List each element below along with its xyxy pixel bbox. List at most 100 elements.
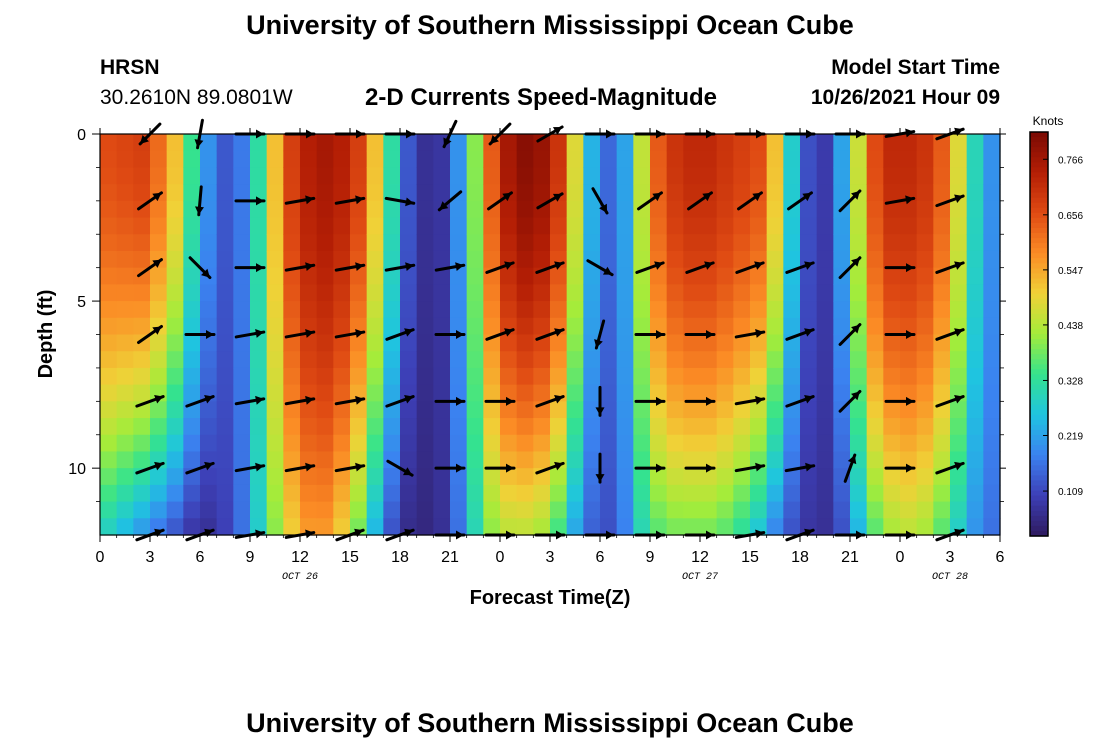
- heat-cell: [200, 484, 218, 503]
- heat-cell: [333, 367, 351, 386]
- heat-cell: [500, 217, 518, 235]
- heat-cell: [766, 267, 784, 285]
- heat-cell: [400, 267, 418, 285]
- heat-cell: [716, 418, 734, 436]
- colorbar-segment: [1030, 525, 1048, 532]
- heat-cell: [100, 150, 118, 169]
- heat-cell: [550, 351, 568, 369]
- heat-cell: [650, 334, 668, 352]
- heat-cell: [550, 150, 568, 169]
- current-arrow: [484, 463, 516, 473]
- heat-cell: [816, 384, 834, 402]
- heat-cell: [950, 367, 968, 386]
- current-arrow: [734, 462, 766, 473]
- colorbar-tick-label: 0.438: [1058, 321, 1083, 332]
- x-tick-label: 9: [246, 549, 255, 566]
- heat-cell: [916, 301, 934, 319]
- arrow-head: [456, 463, 464, 473]
- heat-cell: [200, 150, 218, 169]
- heat-cell: [850, 234, 868, 252]
- current-arrow: [595, 452, 605, 484]
- heat-cell: [800, 134, 818, 152]
- heat-cell: [250, 250, 268, 269]
- colorbar-segment: [1030, 207, 1048, 214]
- x-tick-label: 21: [441, 549, 459, 566]
- heat-cell: [383, 501, 401, 519]
- heat-cell: [800, 334, 818, 352]
- heat-cell: [683, 134, 701, 152]
- heat-cell: [283, 200, 301, 219]
- current-arrow: [884, 195, 916, 205]
- current-arrow: [188, 256, 212, 280]
- heat-cell: [983, 267, 1001, 285]
- heat-cell: [833, 351, 851, 369]
- heat-cell: [116, 184, 134, 202]
- colorbar-segment: [1030, 182, 1048, 189]
- heat-cell: [816, 200, 834, 219]
- heat-cell: [583, 351, 601, 369]
- current-arrow: [784, 462, 816, 473]
- heat-cell: [333, 301, 351, 319]
- arrow-head: [755, 329, 764, 338]
- colorbar-segment: [1030, 217, 1048, 224]
- arrow-head: [554, 328, 564, 337]
- heat-cell: [733, 367, 751, 386]
- heat-cell: [266, 284, 284, 302]
- heat-cell: [816, 134, 834, 152]
- heat-cell: [316, 250, 334, 269]
- heat-cell: [250, 167, 268, 185]
- heat-cell: [550, 217, 568, 235]
- heat-cell: [650, 434, 668, 453]
- heat-cell: [333, 184, 351, 202]
- heat-cell: [583, 367, 601, 386]
- heat-cell: [200, 434, 218, 453]
- heat-cell: [466, 301, 484, 319]
- heat-cell: [400, 184, 418, 202]
- heat-cell: [483, 518, 501, 536]
- x-axis: 0 3 6 9 12 15 18 21 0 3 6 9 12 15 18 21 0 3 6 OCT 26 OCT 27 O…: [96, 128, 1005, 583]
- heat-cell: [200, 367, 218, 386]
- current-arrow: [434, 463, 466, 473]
- heat-cell: [566, 484, 584, 503]
- heat-cell: [316, 518, 334, 536]
- heat-cell: [116, 468, 134, 486]
- heat-cell: [400, 200, 418, 219]
- heat-cell: [400, 401, 418, 419]
- heat-cell: [166, 134, 184, 152]
- heat-cell: [616, 200, 634, 219]
- heat-cell: [366, 468, 384, 486]
- heat-cell: [700, 134, 718, 152]
- heat-cell: [650, 418, 668, 436]
- colorbar-segment: [1030, 288, 1048, 295]
- colorbar-segment: [1030, 485, 1048, 492]
- heat-cell: [383, 134, 401, 152]
- heat-cell: [433, 434, 451, 453]
- heat-cell: [183, 317, 201, 336]
- station-name: HRSN: [100, 56, 160, 79]
- colorbar-tick-label: 0.766: [1058, 155, 1083, 166]
- heat-cell: [433, 317, 451, 336]
- heat-cell: [700, 451, 718, 469]
- heat-cell: [150, 301, 168, 319]
- heat-cell: [666, 284, 684, 302]
- heat-cell: [416, 501, 434, 519]
- heat-cell: [200, 301, 218, 319]
- heat-cell: [416, 367, 434, 386]
- arrow-head: [355, 462, 364, 472]
- heat-cell: [566, 451, 584, 469]
- heat-cell: [450, 167, 468, 185]
- heat-cell: [783, 184, 801, 202]
- heat-cell: [833, 134, 851, 152]
- current-arrow: [434, 330, 466, 339]
- colorbar-segment: [1030, 389, 1048, 396]
- heat-cell: [450, 434, 468, 453]
- heat-cell: [750, 418, 768, 436]
- heat-cell: [966, 217, 984, 235]
- heat-cell: [400, 451, 418, 469]
- heat-cell: [616, 401, 634, 419]
- heat-cell: [666, 384, 684, 402]
- heat-cell: [283, 167, 301, 185]
- arrow-head: [355, 195, 364, 205]
- heat-cell: [366, 451, 384, 469]
- heat-cell: [383, 351, 401, 369]
